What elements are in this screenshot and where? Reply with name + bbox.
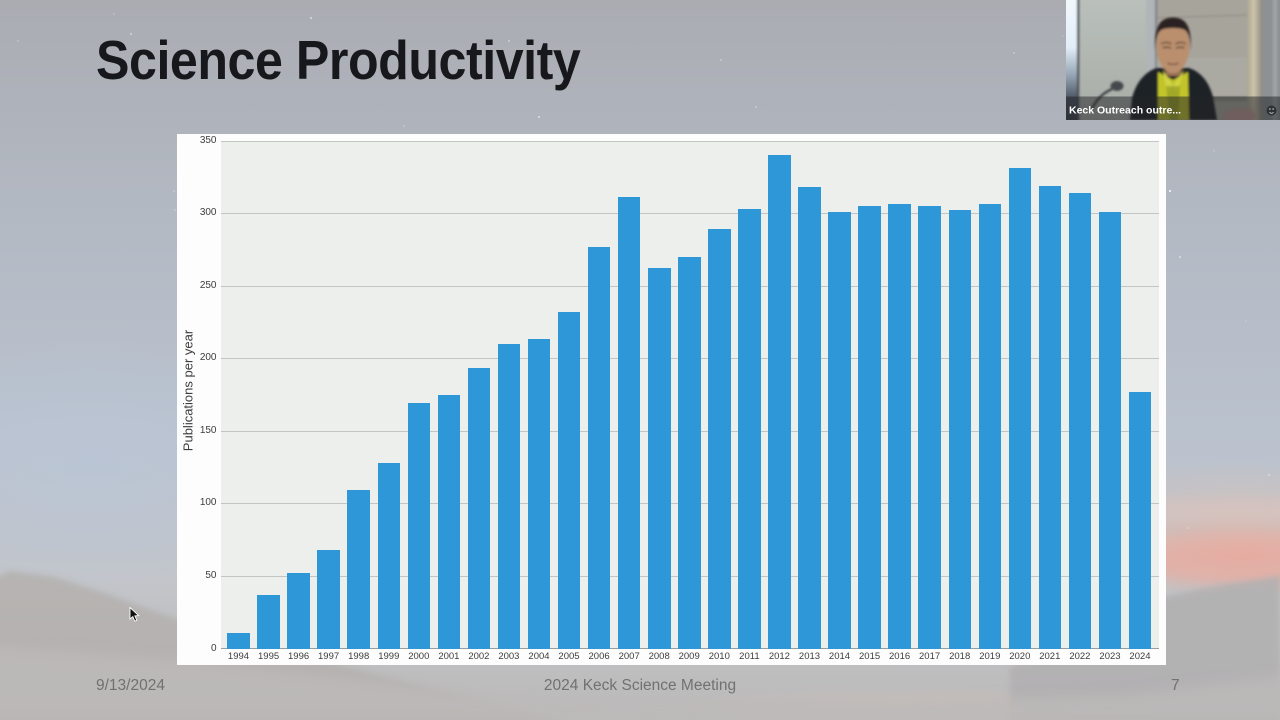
svg-text:Keck Outreach outre...: Keck Outreach outre... — [1069, 105, 1181, 117]
